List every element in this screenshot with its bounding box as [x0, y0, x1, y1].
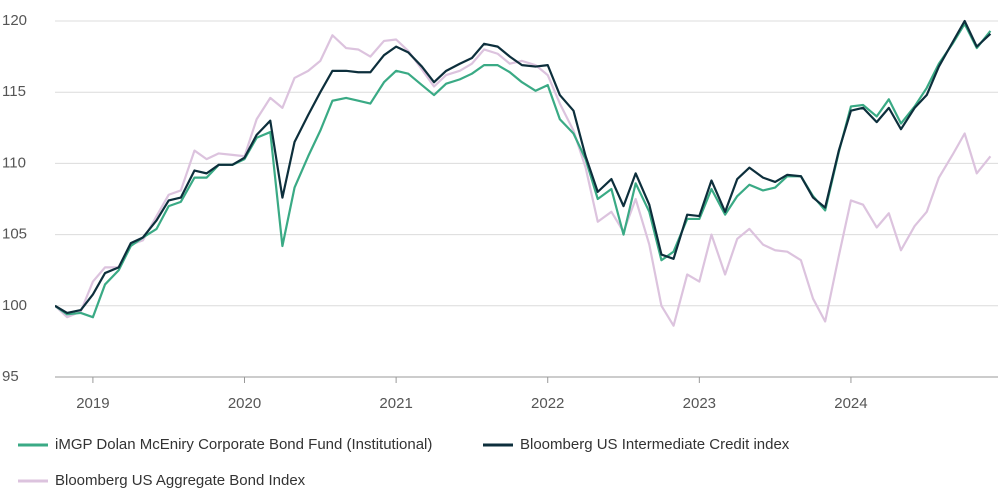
- x-tick-label: 2024: [834, 395, 867, 412]
- axes: 95 100 105 110 115 120 2019 2020 2021 2022 2023 202…: [2, 12, 998, 412]
- y-tick-label: 110: [2, 154, 26, 171]
- legend-label: Bloomberg US Aggregate Bond Index: [55, 472, 306, 489]
- x-tick-label: 2019: [76, 395, 109, 412]
- plot: [55, 19, 992, 327]
- series-line: [55, 19, 992, 315]
- x-tick-label: 2022: [531, 395, 564, 412]
- legend-label: Bloomberg US Intermediate Credit index: [520, 436, 790, 453]
- x-tick-label: 2020: [228, 395, 261, 412]
- legend-label: iMGP Dolan McEniry Corporate Bond Fund (…: [55, 436, 432, 453]
- grid: [55, 20, 998, 378]
- y-tick-label: 105: [2, 226, 27, 243]
- legend: iMGP Dolan McEniry Corporate Bond Fund (…: [18, 436, 790, 489]
- y-tick-label: 115: [2, 83, 26, 100]
- series-line: [55, 34, 992, 327]
- x-tick-label: 2023: [683, 395, 716, 412]
- y-tick-label: 120: [2, 12, 27, 29]
- x-tick-label: 2021: [379, 395, 412, 412]
- y-tick-label: 100: [2, 297, 27, 314]
- y-tick-label: 95: [2, 368, 19, 385]
